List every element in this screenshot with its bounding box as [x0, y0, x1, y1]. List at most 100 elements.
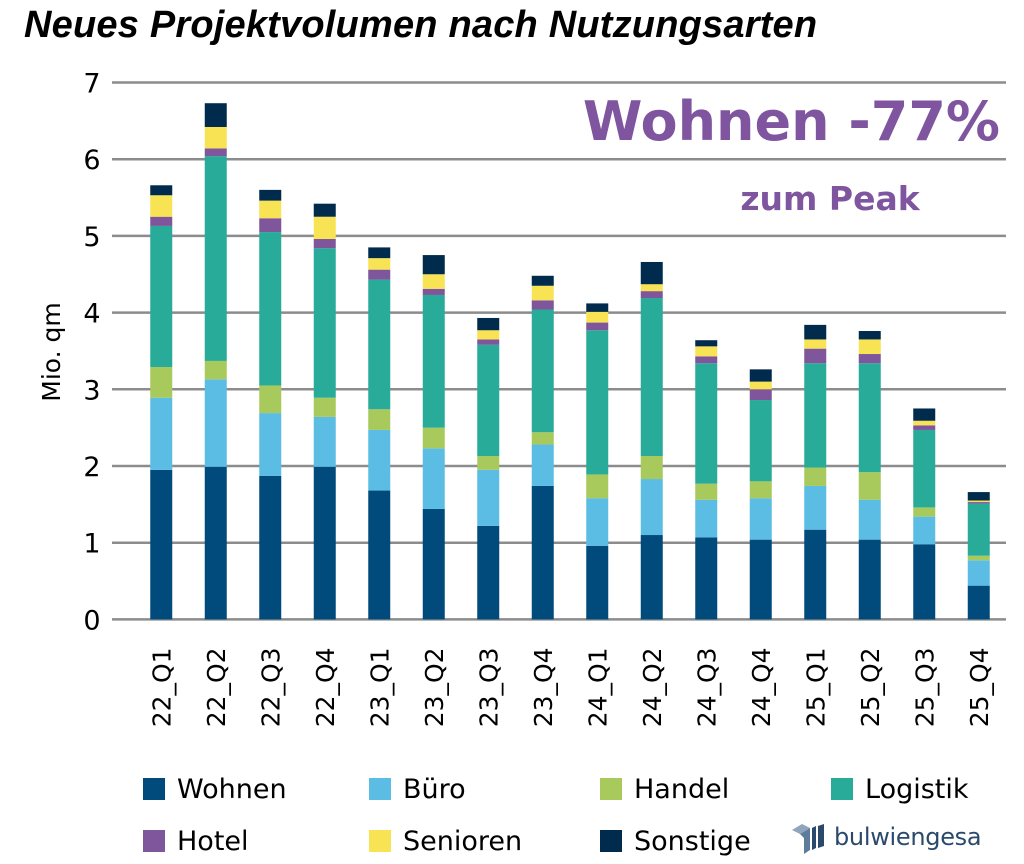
bar-segment-buero	[313, 416, 336, 467]
bar-segment-wohnen	[259, 475, 282, 620]
legend-item: Sonstige	[600, 824, 751, 858]
bar-segment-logistik	[204, 156, 227, 361]
x-tick-label: 24_Q4	[747, 647, 776, 727]
bar-stack	[913, 408, 936, 620]
bar-segment-logistik	[695, 363, 718, 484]
bar-segment-wohnen	[640, 535, 663, 620]
x-tick-label: 22_Q4	[311, 647, 340, 727]
bar-segment-buero	[749, 498, 772, 540]
bar-segment-wohnen	[150, 469, 173, 620]
bar-segment-handel	[477, 456, 500, 470]
x-tick-label: 23_Q4	[529, 647, 558, 727]
bar-segment-handel	[259, 385, 282, 414]
x-tick-label: 25_Q3	[910, 647, 939, 727]
bar-segment-sonstige	[477, 317, 500, 331]
y-axis-ticks: 0 1 2 3 4 5 6 7	[83, 69, 100, 637]
legend-label: Büro	[403, 773, 466, 805]
bar-segment-senioren	[259, 200, 282, 219]
x-tick-label: 24_Q1	[583, 647, 612, 727]
bar-segment-buero	[204, 379, 227, 467]
bar-segment-wohnen	[422, 508, 445, 620]
bar-segment-buero	[804, 485, 827, 530]
bar-segment-sonstige	[204, 103, 227, 127]
legend-label: Logistik	[865, 773, 969, 805]
bar-segment-hotel	[313, 238, 336, 249]
bar-segment-logistik	[259, 232, 282, 386]
annotation-background	[570, 88, 1006, 150]
bar-stack	[967, 492, 990, 620]
bar-segment-sonstige	[749, 369, 772, 382]
bar-stack	[368, 247, 391, 620]
bar-segment-logistik	[967, 503, 990, 556]
bar-segment-wohnen	[749, 539, 772, 620]
y-tick-label: 4	[83, 299, 100, 330]
x-tick-label: 25_Q1	[801, 647, 830, 727]
y-tick-label: 2	[83, 452, 100, 483]
bar-segment-senioren	[586, 311, 609, 323]
bar-segment-hotel	[150, 216, 173, 226]
y-tick-label: 3	[83, 375, 100, 406]
bar-segment-sonstige	[913, 408, 936, 421]
bar-segment-hotel	[531, 300, 554, 310]
bar-segment-logistik	[858, 363, 881, 473]
bar-segment-sonstige	[640, 261, 663, 285]
bar-segment-handel	[150, 367, 173, 398]
bar-segment-handel	[586, 474, 609, 499]
bar-segment-wohnen	[695, 537, 718, 620]
bar-segment-hotel	[858, 354, 881, 364]
bar-segment-sonstige	[313, 203, 336, 217]
x-tick-label: 22_Q3	[256, 647, 285, 727]
bulwiengesa-logo: bulwiengesa	[790, 820, 982, 854]
legend-swatch	[600, 830, 622, 852]
bar-segment-hotel	[586, 322, 609, 331]
bar-segment-hotel	[640, 291, 663, 299]
bars	[150, 103, 990, 620]
bar-segment-hotel	[259, 218, 282, 233]
bar-segment-handel	[967, 555, 990, 561]
bar-stack	[477, 317, 500, 620]
legend-label: Senioren	[403, 825, 523, 857]
bar-stack	[313, 203, 336, 620]
bar-segment-handel	[749, 481, 772, 499]
legend-item: Wohnen	[143, 772, 287, 806]
bar-segment-logistik	[749, 400, 772, 482]
bar-segment-handel	[858, 472, 881, 500]
bar-segment-handel	[313, 397, 336, 417]
bar-segment-sonstige	[150, 185, 173, 196]
bar-stack	[586, 303, 609, 620]
legend-label: Sonstige	[634, 825, 751, 857]
bar-segment-senioren	[804, 339, 827, 349]
bar-segment-hotel	[422, 288, 445, 295]
bar-segment-buero	[586, 498, 609, 546]
x-tick-label: 23_Q1	[365, 647, 394, 727]
bar-segment-buero	[477, 469, 500, 526]
bar-segment-buero	[967, 560, 990, 586]
bar-segment-hotel	[204, 148, 227, 157]
bar-segment-wohnen	[858, 539, 881, 620]
bar-segment-senioren	[967, 500, 990, 503]
bar-segment-hotel	[695, 356, 718, 364]
legend-item: Handel	[600, 772, 729, 806]
chart-title: Neues Projektvolumen nach Nutzungsarten	[24, 4, 818, 46]
x-tick-label: 23_Q2	[420, 647, 449, 727]
bar-segment-logistik	[804, 363, 827, 468]
bar-segment-buero	[259, 413, 282, 476]
x-tick-label: 24_Q3	[692, 647, 721, 727]
legend-item: Büro	[369, 772, 466, 806]
bar-segment-senioren	[858, 339, 881, 355]
bar-segment-handel	[804, 467, 827, 486]
bar-segment-logistik	[477, 344, 500, 457]
bar-segment-logistik	[313, 248, 336, 398]
x-tick-label: 24_Q2	[638, 647, 667, 727]
y-tick-label: 6	[83, 145, 100, 176]
y-axis-title: Mio. qm	[37, 302, 66, 402]
bar-segment-logistik	[640, 298, 663, 457]
bar-segment-senioren	[640, 284, 663, 292]
bar-segment-senioren	[150, 195, 173, 217]
bar-segment-logistik	[913, 429, 936, 508]
bar-segment-sonstige	[368, 247, 391, 259]
bar-segment-wohnen	[804, 529, 827, 620]
bar-stack	[531, 275, 554, 620]
legend-label: Wohnen	[177, 773, 287, 805]
